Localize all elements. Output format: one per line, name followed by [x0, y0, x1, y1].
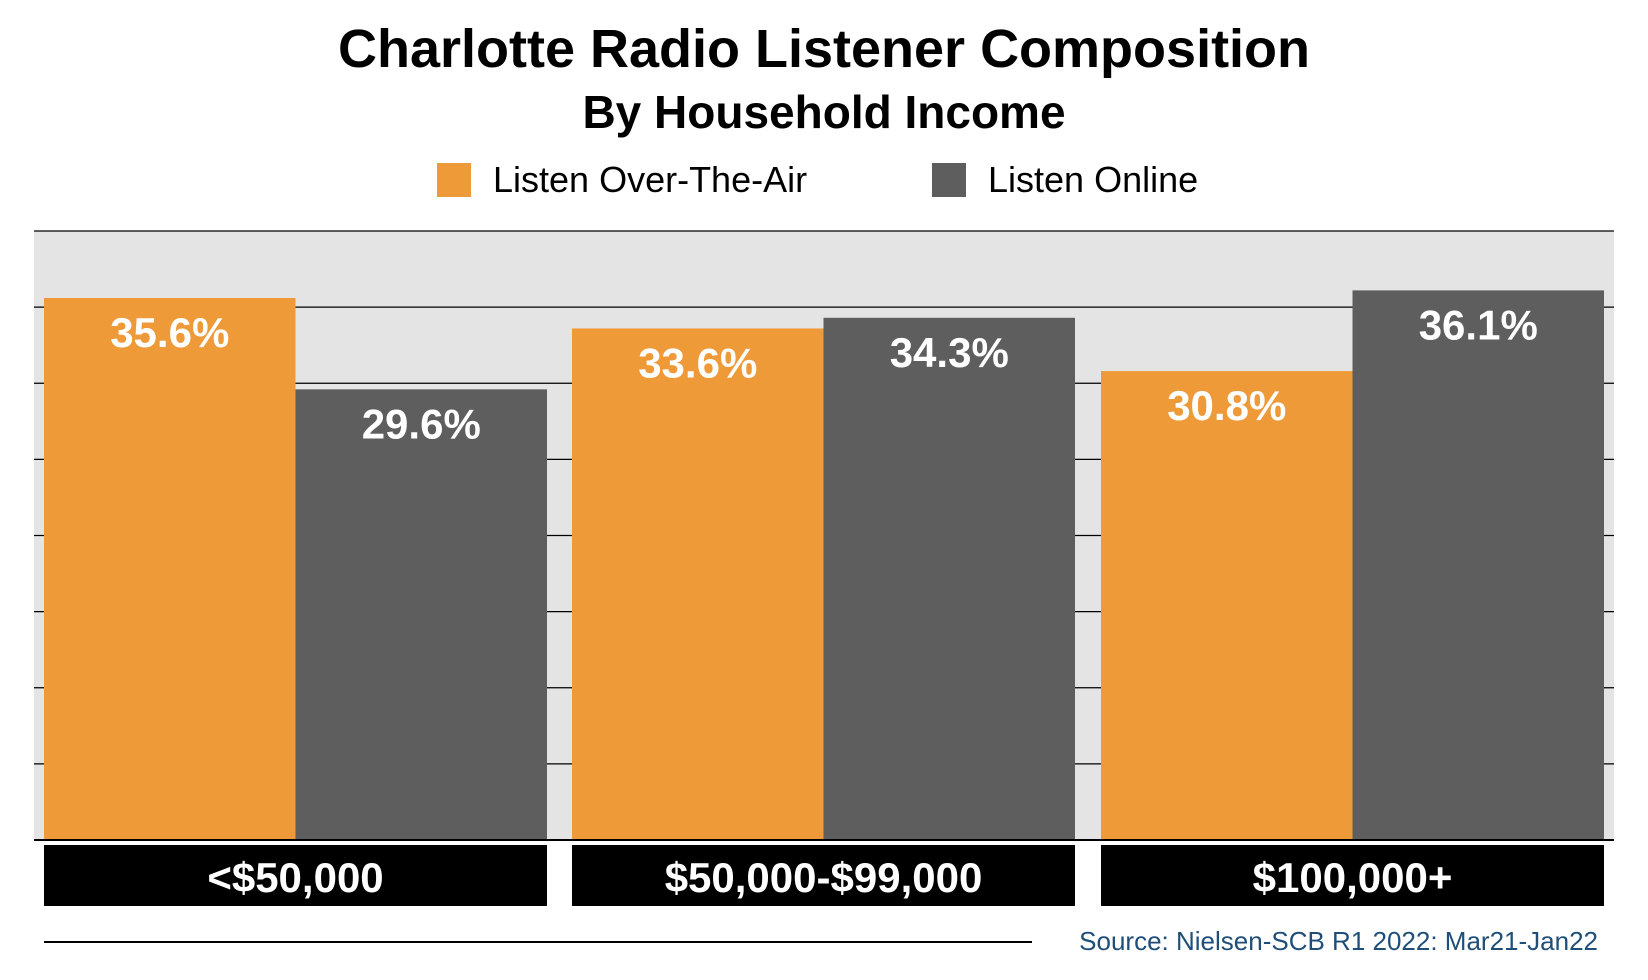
bars — [44, 290, 1604, 841]
data-label-over-the-air-2: 33.6% — [638, 339, 757, 386]
data-label-online-3: 36.1% — [1419, 301, 1538, 348]
data-label-over-the-air-1: 35.6% — [110, 309, 229, 356]
legend-item-over-the-air: Listen Over-The-Air — [437, 158, 807, 202]
bar-online-2 — [823, 317, 1075, 841]
category-label-3: $100,000+ — [1253, 854, 1453, 901]
data-label-online-1: 29.6% — [362, 400, 481, 447]
data-label-online-2: 34.3% — [890, 329, 1009, 376]
bar-over-the-air-1 — [44, 297, 296, 840]
category-label-box-1 — [44, 845, 547, 906]
data-label-over-the-air-3: 30.8% — [1167, 382, 1286, 429]
source-note: Source: Nielsen-SCB R1 2022: Mar21-Jan22 — [1079, 926, 1598, 956]
bar-online-1 — [295, 389, 547, 840]
category-label-2: $50,000-$99,000 — [665, 854, 983, 901]
chart-subtitle: By Household Income — [582, 86, 1066, 138]
category-label-box-2 — [572, 845, 1075, 906]
chart-title: Charlotte Radio Listener Composition — [337, 19, 1311, 79]
data-labels: 35.6% 29.6% 33.6% 34.3% 30.8% 36.1% — [110, 301, 1538, 447]
legend-swatch-over-the-air — [437, 163, 471, 197]
legend-item-online: Listen Online — [932, 158, 1198, 202]
bar-over-the-air-2 — [572, 328, 824, 840]
source-divider — [44, 941, 1032, 943]
category-labels: <$50,000 $50,000-$99,000 $100,000+ — [44, 845, 1604, 906]
legend-label-over-the-air: Listen Over-The-Air — [493, 159, 808, 200]
legend-label-online: Listen Online — [988, 159, 1199, 200]
category-label-box-3 — [1101, 845, 1604, 906]
legend-swatch-online — [932, 163, 966, 197]
bar-online-3 — [1352, 290, 1604, 840]
category-label-1: <$50,000 — [207, 854, 383, 901]
bar-over-the-air-3 — [1101, 371, 1353, 840]
